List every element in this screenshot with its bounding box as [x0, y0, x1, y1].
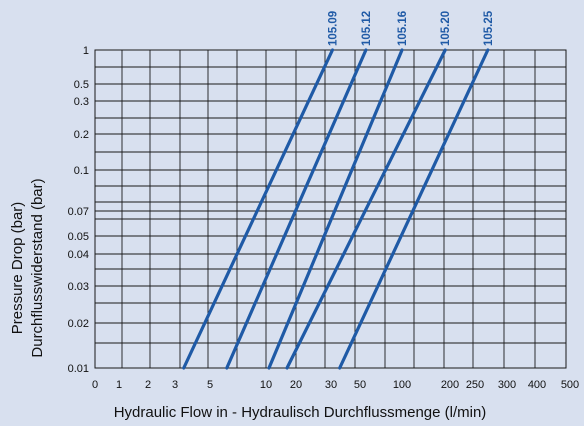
x-tick-label: 3	[172, 379, 178, 391]
x-tick-label: 100	[393, 379, 411, 391]
x-axis-label: Hydraulic Flow in - Hydraulisch Durchflu…	[114, 404, 487, 421]
series-labels: 105.09 105.12 105.16 105.20 105.25	[327, 10, 494, 46]
series-label-105-16: 105.16	[397, 11, 409, 46]
x-tick-label: 0	[92, 379, 98, 391]
x-tick-label: 10	[260, 379, 272, 391]
y-tick-labels: 1 0.5 0.3 0.2 0.1 0.07 0.05 0.04 0.03 0.02 0.01	[68, 45, 89, 375]
series-label-105-12: 105.12	[361, 11, 373, 46]
series-line-105-12	[225, 48, 368, 370]
y-axis-label-de: Durchflusswiderstand (bar)	[29, 178, 46, 357]
y-tick-label: 0.05	[68, 231, 89, 243]
grid	[94, 49, 567, 369]
y-tick-label: 0.01	[68, 363, 89, 375]
x-tick-label: 30	[325, 379, 337, 391]
y-tick-label: 0.02	[68, 318, 89, 330]
x-tick-labels: 0 1 2 3 5 10 20 30 50 100 200 250 300 400 500	[92, 379, 579, 391]
x-tick-label: 50	[354, 379, 366, 391]
x-tick-label: 2	[145, 379, 151, 391]
series-label-105-20: 105.20	[440, 11, 452, 46]
y-tick-label: 0.5	[74, 79, 89, 91]
x-tick-label: 20	[290, 379, 302, 391]
series-line-105-16	[267, 48, 404, 370]
x-tick-label: 250	[466, 379, 484, 391]
series-label-105-25: 105.25	[483, 10, 495, 46]
plot-area	[94, 49, 567, 369]
y-tick-label: 0.2	[74, 129, 89, 141]
x-tick-label: 200	[441, 379, 459, 391]
series-line-105-09	[182, 48, 335, 370]
series-line-105-20	[285, 48, 447, 370]
x-tick-label: 400	[528, 379, 546, 391]
series-line-105-25	[338, 48, 490, 370]
x-tick-label: 1	[116, 379, 122, 391]
y-tick-label: 0.04	[68, 249, 89, 261]
x-tick-label: 500	[561, 379, 579, 391]
x-tick-label: 5	[207, 379, 213, 391]
y-tick-label: 0.1	[74, 165, 89, 177]
x-tick-label: 300	[498, 379, 516, 391]
y-tick-label: 0.03	[68, 281, 89, 293]
y-tick-label: 1	[83, 45, 89, 57]
y-tick-label: 0.07	[68, 206, 89, 218]
series-label-105-09: 105.09	[327, 11, 339, 46]
y-tick-label: 0.3	[74, 96, 89, 108]
y-axis-label-en: Pressure Drop (bar)	[9, 202, 26, 335]
series-lines	[182, 48, 490, 370]
